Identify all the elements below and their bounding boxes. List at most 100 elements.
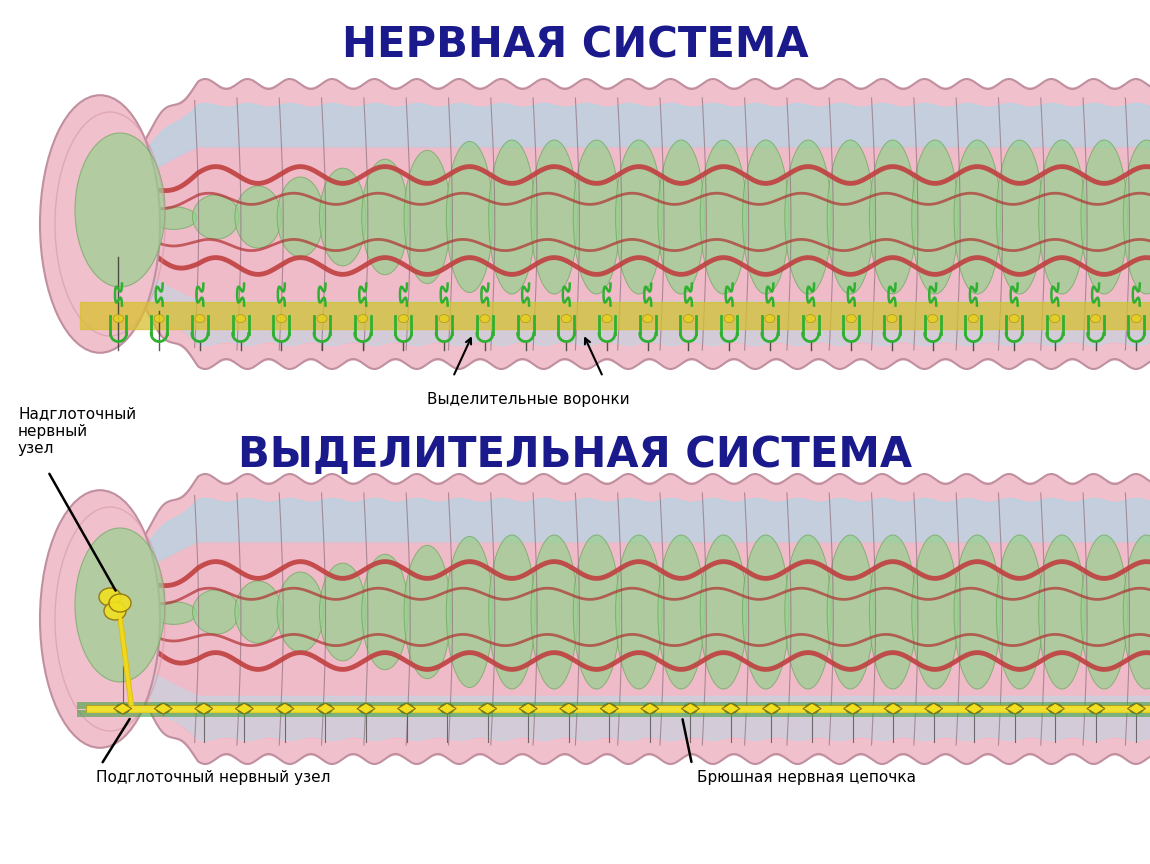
Ellipse shape (91, 592, 129, 646)
Ellipse shape (1049, 703, 1063, 714)
Ellipse shape (362, 554, 408, 670)
Ellipse shape (724, 314, 734, 322)
Ellipse shape (869, 140, 915, 294)
Polygon shape (194, 703, 213, 714)
Ellipse shape (75, 133, 164, 287)
Polygon shape (316, 703, 335, 714)
Ellipse shape (235, 186, 282, 248)
Ellipse shape (1050, 314, 1060, 322)
Polygon shape (1127, 703, 1145, 714)
Ellipse shape (615, 140, 662, 294)
Ellipse shape (765, 703, 779, 714)
Ellipse shape (805, 703, 819, 714)
Ellipse shape (399, 703, 414, 714)
Ellipse shape (320, 168, 366, 266)
Ellipse shape (404, 150, 451, 283)
Polygon shape (965, 703, 983, 714)
Ellipse shape (151, 601, 197, 625)
Polygon shape (1087, 703, 1105, 714)
Ellipse shape (531, 535, 577, 689)
Ellipse shape (235, 581, 282, 643)
Ellipse shape (1132, 314, 1141, 322)
Ellipse shape (996, 535, 1043, 689)
Polygon shape (1006, 703, 1024, 714)
Ellipse shape (765, 314, 775, 322)
Ellipse shape (724, 703, 738, 714)
Polygon shape (438, 703, 457, 714)
Ellipse shape (192, 590, 239, 634)
Ellipse shape (125, 203, 155, 245)
Polygon shape (356, 703, 375, 714)
Ellipse shape (107, 199, 143, 249)
Ellipse shape (125, 598, 155, 640)
Polygon shape (276, 703, 294, 714)
Ellipse shape (439, 314, 450, 322)
Ellipse shape (743, 535, 789, 689)
Polygon shape (884, 703, 902, 714)
Polygon shape (236, 703, 253, 714)
Ellipse shape (954, 140, 1000, 294)
Ellipse shape (912, 140, 958, 294)
Ellipse shape (404, 545, 451, 678)
Ellipse shape (277, 177, 323, 257)
Ellipse shape (887, 703, 900, 714)
Ellipse shape (683, 703, 697, 714)
Ellipse shape (362, 159, 408, 275)
Polygon shape (519, 703, 537, 714)
Ellipse shape (1081, 535, 1127, 689)
Ellipse shape (996, 140, 1043, 294)
Ellipse shape (1124, 535, 1150, 689)
Polygon shape (398, 703, 415, 714)
Ellipse shape (683, 314, 693, 322)
Ellipse shape (446, 142, 493, 293)
Polygon shape (803, 703, 821, 714)
Ellipse shape (489, 535, 535, 689)
Text: Подглоточный нервный узел: Подглоточный нервный узел (97, 770, 331, 785)
Polygon shape (1046, 703, 1065, 714)
Ellipse shape (743, 140, 789, 294)
Text: Брюшная нервная цепочка: Брюшная нервная цепочка (697, 770, 917, 785)
Ellipse shape (192, 194, 239, 239)
Ellipse shape (615, 535, 662, 689)
Ellipse shape (643, 314, 653, 322)
Ellipse shape (236, 314, 246, 322)
Ellipse shape (601, 314, 612, 322)
Ellipse shape (440, 703, 454, 714)
Polygon shape (110, 475, 1150, 763)
Ellipse shape (927, 703, 941, 714)
Ellipse shape (1007, 703, 1022, 714)
Ellipse shape (1038, 535, 1086, 689)
Ellipse shape (154, 314, 164, 322)
Ellipse shape (40, 490, 160, 748)
Ellipse shape (91, 196, 129, 251)
Polygon shape (844, 703, 861, 714)
Ellipse shape (358, 314, 368, 322)
Ellipse shape (116, 703, 130, 714)
Ellipse shape (700, 140, 746, 294)
Ellipse shape (968, 314, 979, 322)
Ellipse shape (237, 703, 252, 714)
Ellipse shape (1089, 703, 1103, 714)
Polygon shape (600, 703, 619, 714)
Ellipse shape (784, 535, 831, 689)
Polygon shape (925, 703, 943, 714)
Ellipse shape (277, 572, 323, 652)
Ellipse shape (603, 703, 616, 714)
Text: Надглоточный
нервный
узел: Надглоточный нервный узел (18, 407, 136, 456)
Ellipse shape (75, 596, 106, 641)
Ellipse shape (1124, 140, 1150, 294)
Ellipse shape (806, 314, 815, 322)
Polygon shape (110, 80, 1150, 368)
Ellipse shape (1129, 703, 1143, 714)
Ellipse shape (1081, 140, 1127, 294)
Ellipse shape (700, 535, 746, 689)
Text: Выделительные воронки: Выделительные воронки (427, 392, 629, 407)
Ellipse shape (107, 594, 143, 644)
Polygon shape (114, 703, 132, 714)
Ellipse shape (846, 314, 857, 322)
Ellipse shape (1090, 314, 1101, 322)
Ellipse shape (887, 314, 897, 322)
Ellipse shape (398, 314, 408, 322)
Ellipse shape (784, 140, 831, 294)
Ellipse shape (151, 206, 197, 229)
